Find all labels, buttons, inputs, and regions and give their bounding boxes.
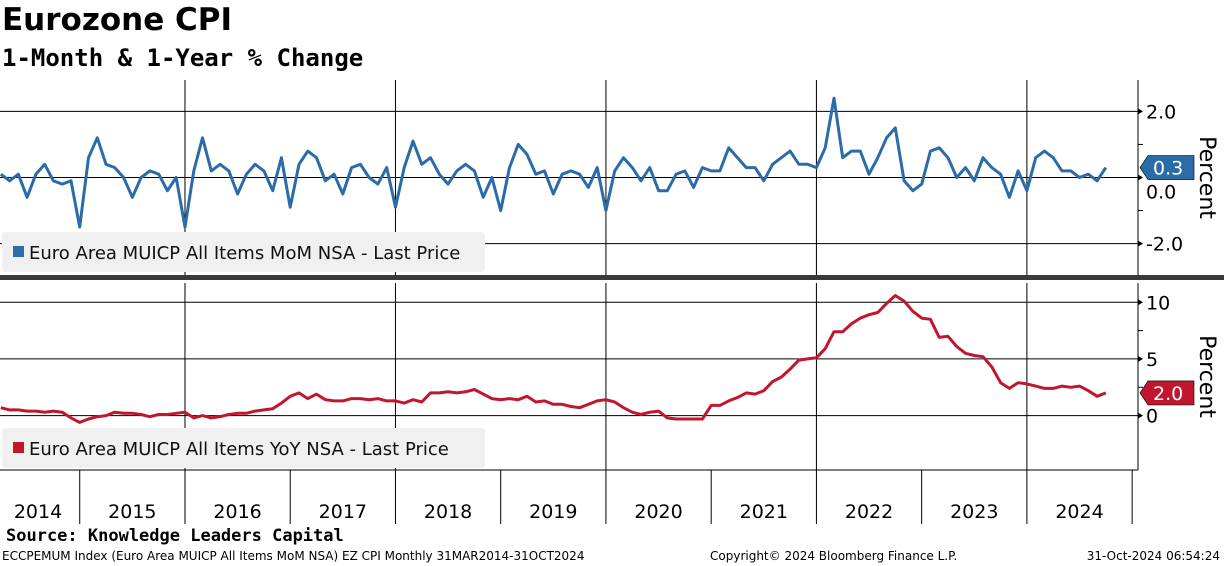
y-tick-marker xyxy=(1138,174,1143,181)
legend-label: Euro Area MUICP All Items MoM NSA - Last… xyxy=(29,243,460,264)
last-value-tag xyxy=(1139,380,1195,406)
footer-copyright: Copyright© 2024 Bloomberg Finance L.P. xyxy=(710,549,958,563)
y-tick-label: 2.0 xyxy=(1146,101,1176,123)
mom-series-line xyxy=(0,96,1108,229)
y-axis-title: Percent xyxy=(1194,136,1219,219)
y-tick-label: 5 xyxy=(1146,349,1158,371)
y-tick-marker xyxy=(1138,412,1143,419)
x-tick-label: 2024 xyxy=(1055,501,1103,523)
y-tick-label: -2.0 xyxy=(1146,234,1183,256)
legend-label: Euro Area MUICP All Items YoY NSA - Last… xyxy=(29,439,449,460)
legend-swatch xyxy=(13,442,24,453)
last-value-label: 0.3 xyxy=(1153,158,1183,180)
legend-swatch xyxy=(13,246,24,257)
y-tick-marker xyxy=(1138,108,1143,115)
footer-ticker: ECCPEMUM Index (Euro Area MUICP All Item… xyxy=(2,549,585,563)
y-tick-label: 0.0 xyxy=(1146,182,1176,204)
footer-timestamp: 31-Oct-2024 06:54:24 xyxy=(1086,549,1220,563)
legend-box xyxy=(2,428,485,468)
x-tick-label: 2019 xyxy=(529,501,577,523)
yoy-series-line xyxy=(0,294,1107,424)
chart-title: Eurozone CPI xyxy=(2,2,233,38)
x-tick-label: 2020 xyxy=(634,501,682,523)
x-tick-label: 2021 xyxy=(740,501,788,523)
yoy-panel: 10 5 02.0 Percent Euro Area MUICP All Items … xyxy=(0,283,1219,470)
legend-box xyxy=(2,232,485,272)
y-tick-marker xyxy=(1138,355,1143,362)
x-tick-label: 2015 xyxy=(108,501,156,523)
y-tick-label: 10 xyxy=(1146,292,1170,314)
x-tick-label: 2018 xyxy=(424,501,472,523)
y-tick-label: 0 xyxy=(1146,406,1158,428)
last-value-label: 2.0 xyxy=(1153,383,1183,405)
x-tick-label: 2014 xyxy=(14,501,62,523)
x-tick-label: 2016 xyxy=(213,501,261,523)
x-tick-label: 2017 xyxy=(319,501,367,523)
x-tick-label: 2022 xyxy=(845,501,893,523)
panel-separator xyxy=(0,275,1224,280)
last-value-tag xyxy=(1139,155,1195,180)
x-tick-label: 2023 xyxy=(950,501,998,523)
mom-panel: 2.0 0.0 -2.0 0.3 Percent Euro Area MUICP All … xyxy=(0,80,1219,275)
source-note: Source: Knowledge Leaders Capital xyxy=(6,526,344,546)
chart-subtitle: 1-Month & 1-Year % Change xyxy=(2,44,364,72)
y-axis-title: Percent xyxy=(1194,335,1219,418)
y-tick-marker xyxy=(1138,240,1143,247)
y-tick-marker xyxy=(1138,299,1143,306)
